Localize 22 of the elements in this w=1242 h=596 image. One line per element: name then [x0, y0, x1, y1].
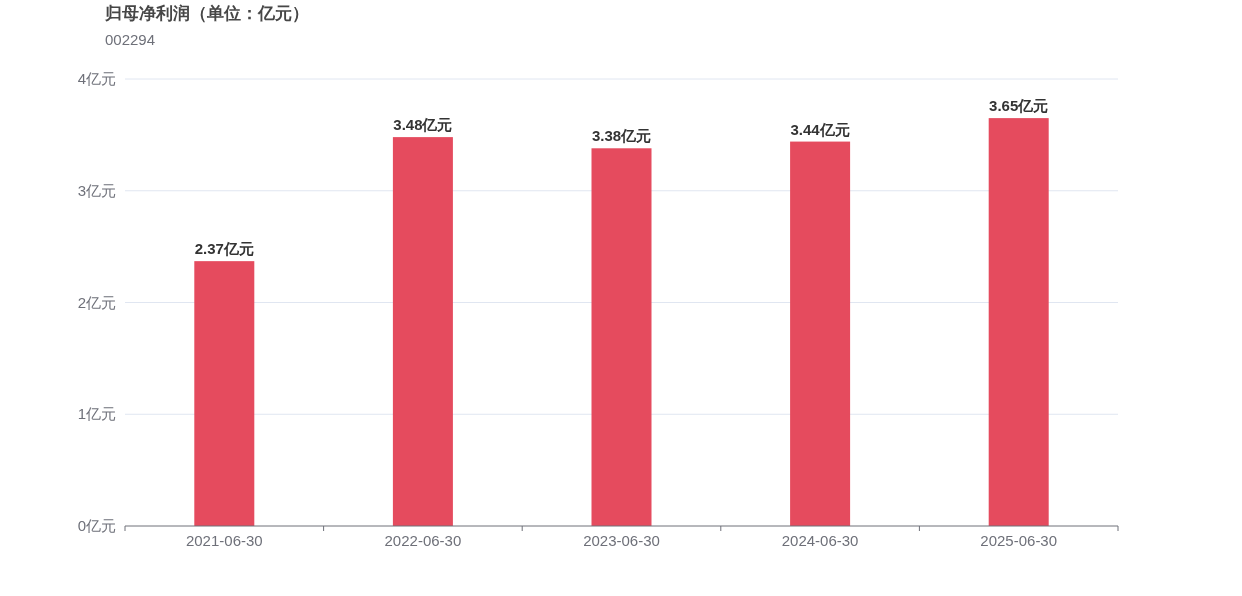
x-tick-label: 2023-06-30	[583, 532, 660, 549]
bar	[392, 137, 453, 526]
data-label: 3.65亿元	[989, 97, 1049, 115]
data-label: 3.38亿元	[591, 127, 652, 145]
bar	[194, 261, 255, 526]
data-label: 2.37亿元	[194, 240, 254, 258]
y-tick-label: 1亿元	[77, 405, 116, 423]
chart-title: 归母净利润（单位：亿元）	[104, 4, 309, 23]
x-tick-label: 2024-06-30	[781, 532, 859, 549]
y-tick-label: 4亿元	[77, 70, 116, 87]
y-tick-label: 3亿元	[77, 181, 116, 199]
data-label: 3.44亿元	[790, 120, 850, 138]
bar	[591, 148, 652, 526]
bar	[790, 141, 851, 526]
x-tick-label: 2025-06-30	[980, 532, 1058, 549]
y-tick-label: 0亿元	[77, 517, 116, 534]
bar	[988, 118, 1049, 526]
data-label: 3.48亿元	[393, 116, 453, 134]
chart-subtitle: 002294	[105, 31, 156, 48]
y-tick-label: 2亿元	[77, 293, 116, 311]
x-tick-label: 2021-06-30	[185, 532, 263, 549]
x-tick-label: 2022-06-30	[384, 532, 462, 549]
